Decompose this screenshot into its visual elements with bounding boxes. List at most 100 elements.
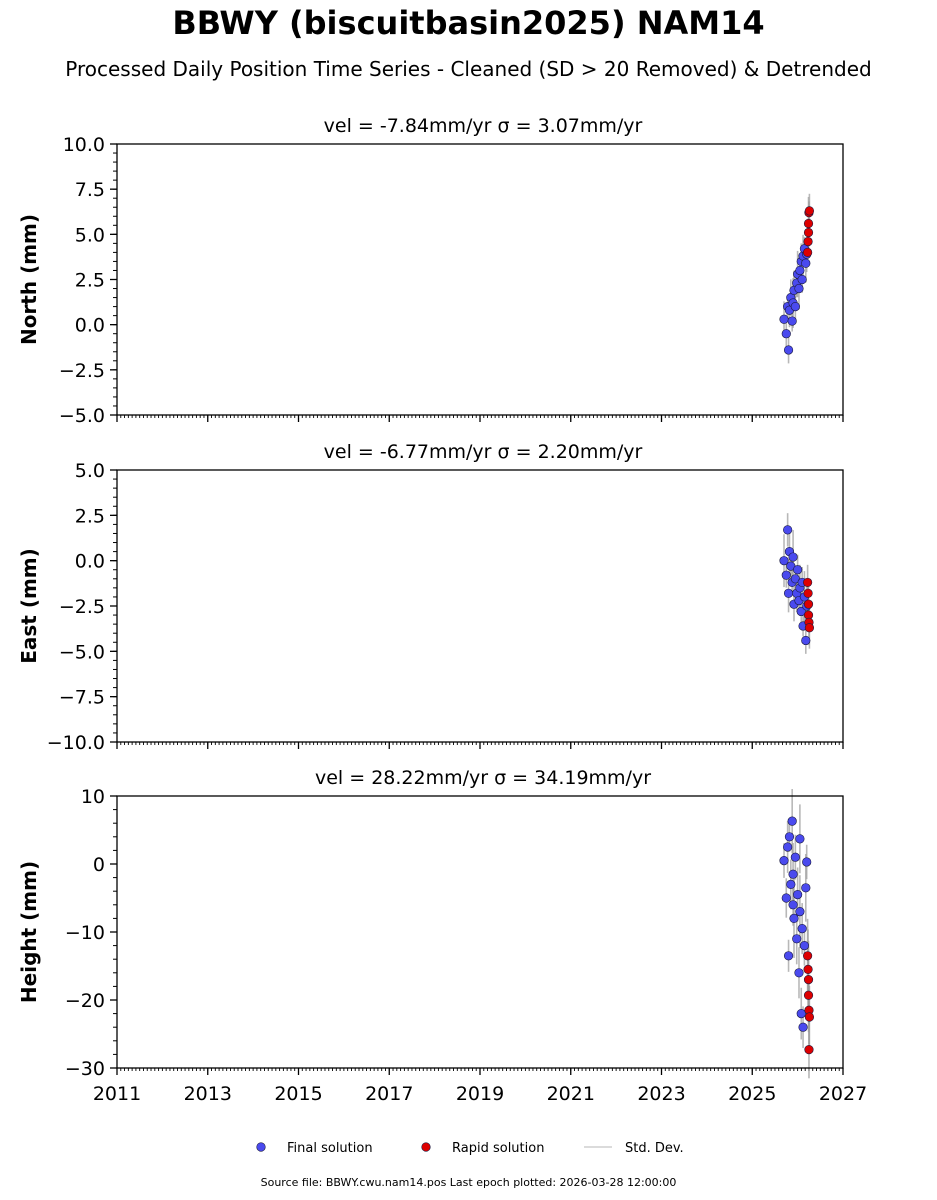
final-solution-point — [797, 923, 807, 934]
final-solution-point — [779, 855, 789, 866]
rapid-solution-point — [803, 227, 814, 238]
final-solution-point — [779, 556, 789, 566]
final-solution-point — [787, 316, 797, 326]
y-axis-label: East (mm) — [17, 548, 41, 664]
x-tick-label: 2019 — [456, 1083, 504, 1105]
y-tick-label: −30 — [65, 1058, 105, 1080]
y-tick-label: −10 — [65, 922, 105, 944]
rapid-solution-point — [804, 623, 815, 633]
y-tick-label: 2.5 — [75, 270, 105, 292]
y-tick-label: −5.0 — [59, 405, 105, 427]
rapid-solution-point — [803, 247, 813, 257]
final-solution-point — [783, 525, 793, 535]
y-tick-label: 5.0 — [75, 224, 105, 246]
final-solution-point — [799, 940, 810, 951]
panel-title: vel = 28.22mm/yr σ = 34.19mm/yr — [315, 767, 651, 789]
y-tick-label: 2.5 — [75, 505, 105, 527]
final-solution-point — [796, 1008, 806, 1019]
y-tick-label: 0 — [93, 854, 105, 876]
y-tick-label: −2.5 — [59, 360, 105, 382]
y-tick-label: −7.5 — [59, 687, 105, 709]
final-solution-point — [792, 934, 802, 944]
final-solution-point — [788, 869, 798, 879]
final-solution-point — [794, 283, 804, 294]
legend-final-label: Final solution — [287, 1141, 373, 1156]
y-tick-label: 0.0 — [75, 551, 105, 573]
y-tick-label: 0.0 — [75, 315, 105, 337]
rapid-solution-point — [803, 974, 814, 985]
rapid-solution-point — [803, 218, 814, 229]
rapid-solution-point — [803, 236, 813, 247]
y-tick-label: −10.0 — [47, 732, 105, 754]
final-solution-point — [787, 816, 797, 826]
y-tick-label: −20 — [65, 990, 105, 1012]
rapid-solution-point — [803, 588, 813, 598]
final-solution-point — [781, 329, 791, 339]
final-solution-point — [783, 842, 793, 852]
legend-final-marker — [256, 1142, 266, 1152]
rapid-solution-point — [804, 1045, 814, 1055]
x-tick-label: 2015 — [274, 1083, 322, 1105]
rapid-solution-point — [803, 951, 813, 961]
final-solution-point — [801, 258, 811, 268]
panel-1: vel = -7.84mm/yr σ = 3.07mm/yr North (mm)… — [17, 115, 844, 427]
final-solution-point — [789, 913, 799, 924]
page-subtitle: Processed Daily Position Time Series - C… — [65, 57, 872, 81]
y-axis-label: North (mm) — [17, 214, 41, 345]
x-tick-label: 2023 — [637, 1083, 685, 1105]
legend-rapid-marker — [421, 1142, 431, 1152]
y-tick-label: 10 — [81, 786, 105, 808]
final-solution-point — [790, 852, 800, 862]
plot-frame — [116, 143, 844, 416]
final-solution-point — [781, 570, 791, 580]
plot-frame — [116, 469, 844, 743]
final-solution-point — [779, 314, 789, 324]
final-solution-point — [797, 274, 807, 285]
x-tick-label: 2027 — [819, 1083, 867, 1105]
y-axis-label: Height (mm) — [17, 861, 41, 1003]
final-solution-point — [794, 968, 804, 978]
rapid-solution-point — [803, 599, 814, 609]
panel-title: vel = -6.77mm/yr σ = 2.20mm/yr — [324, 441, 643, 463]
legend-stddev-label: Std. Dev. — [625, 1141, 684, 1156]
final-solution-point — [793, 565, 803, 575]
x-tick-label: 2011 — [93, 1083, 141, 1105]
y-tick-label: 7.5 — [75, 179, 105, 201]
rapid-solution-point — [803, 990, 814, 1000]
panel-3: vel = 28.22mm/yr σ = 34.19mm/yr Height (m… — [17, 767, 867, 1105]
y-tick-label: −2.5 — [59, 596, 105, 618]
final-solution-point — [795, 265, 805, 276]
final-solution-point — [801, 635, 811, 646]
final-solution-point — [783, 345, 794, 355]
y-tick-label: 10.0 — [63, 134, 105, 156]
panel-title: vel = -7.84mm/yr σ = 3.07mm/yr — [324, 115, 643, 137]
final-solution-point — [790, 302, 800, 312]
rapid-solution-point — [803, 577, 813, 588]
y-tick-label: −5.0 — [59, 641, 105, 663]
final-solution-point — [783, 951, 794, 961]
page-title: BBWY (biscuitbasin2025) NAM14 — [172, 4, 765, 42]
final-solution-point — [802, 857, 812, 867]
legend: Final solution Rapid solution Std. Dev. — [256, 1141, 684, 1156]
rapid-solution-point — [804, 206, 815, 216]
final-solution-point — [795, 906, 805, 917]
final-solution-point — [798, 1022, 808, 1032]
panel-2: vel = -6.77mm/yr σ = 2.20mm/yr East (mm) 5… — [17, 441, 844, 754]
plot-frame — [116, 795, 844, 1069]
x-tick-label: 2013 — [184, 1083, 232, 1105]
x-tick-label: 2025 — [728, 1083, 776, 1105]
final-solution-point — [796, 606, 806, 617]
rapid-solution-point — [803, 964, 813, 975]
y-tick-label: 5.0 — [75, 460, 105, 482]
final-solution-point — [788, 900, 798, 910]
final-solution-point — [781, 893, 791, 903]
final-solution-point — [788, 552, 798, 562]
legend-rapid-label: Rapid solution — [452, 1141, 544, 1156]
final-solution-point — [795, 834, 805, 844]
final-solution-point — [793, 889, 803, 900]
rapid-solution-point — [804, 1012, 815, 1022]
final-solution-point — [783, 588, 794, 598]
final-solution-point — [801, 883, 811, 893]
x-tick-label: 2021 — [547, 1083, 595, 1105]
